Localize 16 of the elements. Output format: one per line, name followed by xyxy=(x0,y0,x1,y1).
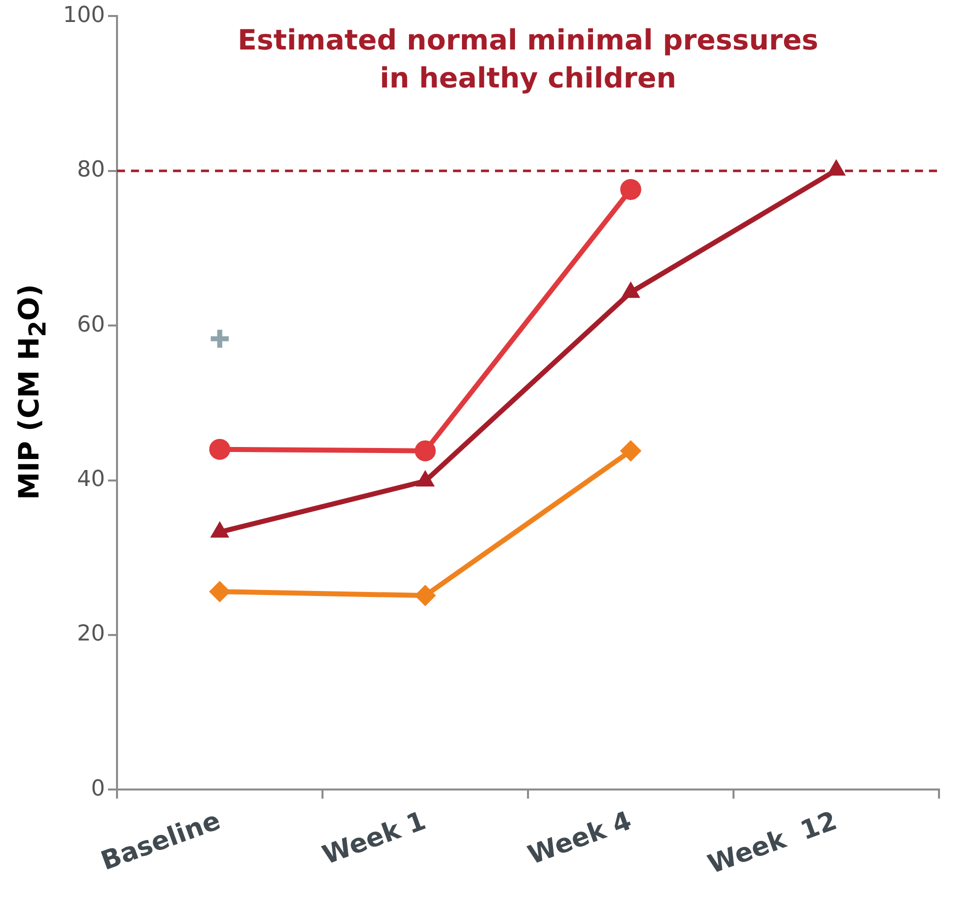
y-tick-label: 100 xyxy=(62,2,105,28)
y-tick-label: 0 xyxy=(90,776,105,802)
point xyxy=(209,438,230,460)
point xyxy=(414,585,436,606)
x-tick-label: Week 4 xyxy=(524,806,636,871)
point xyxy=(620,178,642,200)
y-tick-label: 80 xyxy=(76,158,105,183)
y-tick-label: 60 xyxy=(76,312,105,338)
x-tick-label: Week 1 xyxy=(318,806,430,871)
point xyxy=(620,440,642,462)
ref-line-label: Estimated normal minimal pressures in healthy children xyxy=(238,23,818,94)
point xyxy=(414,440,436,462)
point xyxy=(209,581,230,602)
x-tick-label: Week 12 xyxy=(704,806,841,880)
y-tick-label: 40 xyxy=(76,466,105,492)
y-tick-label: 20 xyxy=(76,622,105,647)
